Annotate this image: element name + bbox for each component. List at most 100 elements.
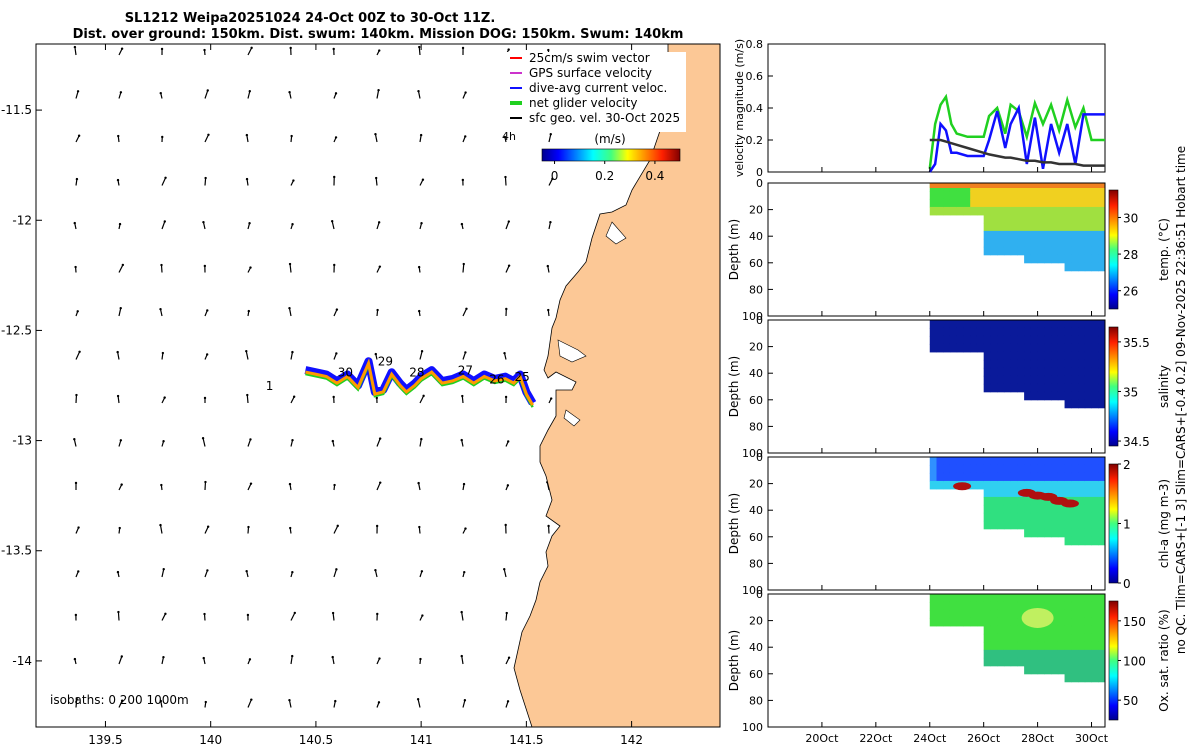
salinity-cell	[1078, 367, 1086, 377]
temperature-cell	[1003, 246, 1012, 256]
oxygen-cell	[983, 649, 991, 659]
salinity-cell	[929, 320, 937, 329]
oxygen-cell	[1024, 633, 1032, 643]
temperature-cell	[1051, 222, 1059, 232]
current-arrowhead	[164, 176, 167, 179]
oxygen-cell	[1051, 657, 1059, 667]
chlorophyll-cell	[956, 464, 964, 474]
current-arrowhead	[464, 351, 467, 354]
salinity-cell	[1078, 335, 1086, 345]
oxygen-cell	[983, 617, 991, 627]
chlorophyll-cell	[1057, 457, 1066, 466]
salinity-cell	[1003, 359, 1012, 369]
salinity-cell	[1071, 320, 1079, 329]
temperature-cell	[1064, 214, 1072, 224]
chlorophyll-ytick-label: 40	[749, 504, 763, 517]
current-arrowhead	[416, 698, 420, 701]
current-arrowhead	[162, 567, 165, 571]
oxygen-cell	[970, 594, 978, 603]
oxygen-cell	[1084, 649, 1093, 659]
oxygen-cell	[970, 609, 978, 619]
current-arrowhead	[74, 481, 78, 485]
chlorophyll-cell	[1010, 488, 1018, 498]
temperature-cell	[983, 246, 991, 256]
current-arrowhead	[550, 397, 553, 400]
oxygen-cell	[1091, 625, 1099, 635]
current-arrowhead	[291, 438, 294, 442]
date-tick-label: 26Oct	[967, 732, 1001, 745]
salinity-cell	[1071, 383, 1079, 393]
temperature-cell	[1064, 262, 1072, 272]
chlorophyll-cell	[1098, 528, 1106, 538]
oxygen-cell	[1057, 633, 1066, 643]
current-arrowhead	[76, 310, 79, 313]
chlorophyll-cell	[983, 504, 991, 514]
current-arrowhead	[204, 700, 207, 704]
chlorophyll-cell	[1091, 536, 1099, 546]
salinity-cell	[1017, 351, 1025, 361]
panel-salinity: 0 20 40 60 80 100 Depth (m) 34.5 35 35.5 salinity	[727, 314, 1171, 460]
oxygen-cell	[1084, 625, 1093, 635]
salinity-cell	[1044, 351, 1052, 361]
chlorophyll-cell	[976, 457, 985, 466]
vel-series-sfc-geo-vel-	[929, 138, 1105, 167]
oxygen-ytick-label: 100	[742, 721, 763, 734]
salinity-cell	[1098, 320, 1106, 329]
oxygen-cell	[1037, 625, 1045, 635]
salinity-ytick-label: 80	[749, 420, 763, 433]
current-arrowhead	[246, 613, 250, 617]
oxygen-cell	[1003, 657, 1012, 667]
salinity-cell	[1030, 391, 1039, 401]
oxygen-cell	[1098, 633, 1106, 643]
salinity-cell	[1078, 351, 1086, 361]
chlorophyll-cell	[1057, 472, 1066, 482]
salinity-ytick-label: 0	[756, 314, 763, 327]
chlorophyll-cell	[1071, 488, 1079, 498]
salinity-cell	[1037, 367, 1045, 377]
salinity-cell	[1064, 320, 1072, 329]
current-arrowhead	[333, 263, 336, 267]
title-line-2: Dist. over ground: 150km. Dist. swum: 14…	[73, 27, 684, 42]
temperature-cell	[936, 198, 944, 208]
salinity-cbar-tick-label: 35	[1123, 385, 1138, 399]
chlorophyll-cell	[1057, 504, 1066, 514]
chlorophyll-cell	[1064, 536, 1072, 546]
chlorophyll-cell	[956, 457, 964, 466]
salinity-cell	[1024, 367, 1032, 377]
temperature-cell	[1098, 230, 1106, 240]
chlorophyll-cell	[1091, 472, 1099, 482]
chlorophyll-cell	[1057, 480, 1066, 490]
current-arrow	[419, 351, 423, 360]
salinity-cell	[1010, 320, 1018, 329]
oxygen-cell	[1098, 625, 1106, 635]
oxygen-cell	[1064, 641, 1072, 651]
oxygen-cell	[1037, 594, 1045, 603]
oxygen-cell	[1051, 641, 1059, 651]
oxygen-cell	[1024, 665, 1032, 675]
current-arrow	[418, 46, 421, 56]
map-xtick-label: 140	[199, 733, 222, 747]
oxygen-cell	[983, 633, 991, 643]
vel-ytick-label: 0.6	[746, 70, 764, 83]
current-arrow	[118, 700, 123, 708]
oxygen-cell	[1064, 617, 1072, 627]
temperature-cell	[1084, 222, 1093, 232]
legend-entry: sfc geo. vel. 30-Oct 2025	[529, 111, 680, 125]
current-arrowhead	[335, 352, 338, 355]
current-arrowhead	[504, 523, 507, 527]
temperature-cell	[1098, 246, 1106, 256]
current-arrowhead	[334, 136, 338, 139]
chlorophyll-cell	[970, 457, 978, 466]
temperature-cell	[1051, 246, 1059, 256]
current-arrow	[118, 264, 124, 273]
oxygen-cell	[1044, 594, 1052, 603]
oxygen-cell	[1071, 601, 1079, 611]
temperature-cell	[1098, 262, 1106, 272]
temperature-cell	[970, 190, 978, 200]
vel-ytick-label: 0.2	[746, 134, 764, 147]
current-arrowhead	[504, 175, 507, 179]
current-arrowhead	[116, 178, 120, 182]
chlorophyll-cell	[1051, 464, 1059, 474]
chlorophyll-cell	[1044, 472, 1052, 482]
temperature-cell	[1057, 254, 1066, 264]
